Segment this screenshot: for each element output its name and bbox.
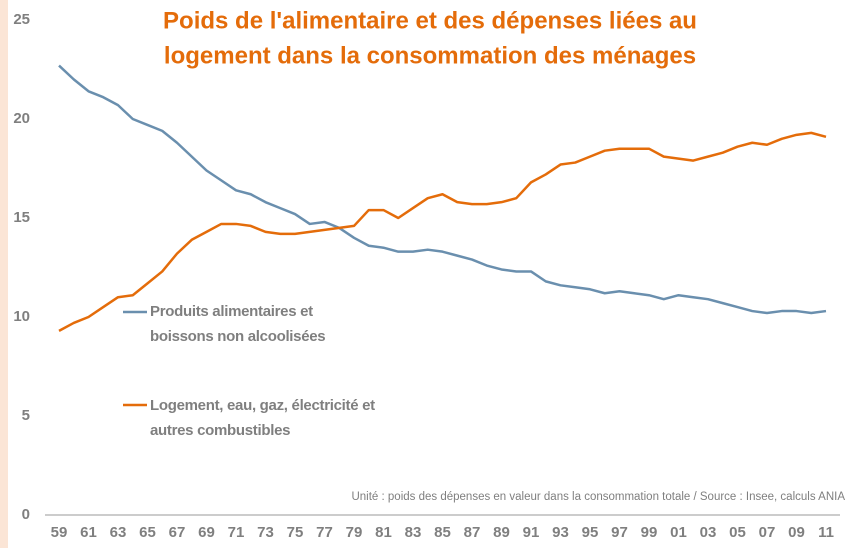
legend-label: Produits alimentaires et boissons non al… [150,303,326,345]
chart-title: logement dans la consommation des ménage… [164,42,696,69]
x-tick-label: 75 [287,524,304,541]
x-tick-label: 67 [169,524,186,541]
y-tick-label: 25 [13,11,30,28]
x-tick-label: 61 [80,524,97,541]
x-tick-label: 83 [405,524,422,541]
legend-label: Logement, eau, gaz, électricité et autre… [150,397,375,439]
x-tick-label: 79 [346,524,363,541]
y-tick-label: 15 [13,209,30,226]
y-tick-label: 0 [22,506,30,523]
x-tick-label: 91 [523,524,540,541]
x-tick-label: 81 [375,524,392,541]
x-tick-label: 01 [670,524,687,541]
x-tick-label: 11 [818,524,834,541]
source-note: Unité : poids des dépenses en valeur dan… [351,491,845,503]
x-tick-label: 63 [110,524,127,541]
x-tick-label: 59 [51,524,68,541]
x-tick-label: 05 [729,524,746,541]
x-tick-label: 85 [434,524,451,541]
x-tick-label: 03 [700,524,717,541]
series-line [58,64,827,315]
x-tick-label: 97 [611,524,628,541]
x-tick-label: 95 [582,524,599,541]
side-strip [0,0,8,548]
series-line [58,131,827,332]
x-tick-label: 99 [641,524,658,541]
x-tick-label: 87 [464,524,481,541]
x-tick-label: 89 [493,524,510,541]
y-tick-label: 20 [13,110,30,127]
x-tick-label: 73 [257,524,274,541]
y-tick-label: 5 [22,407,30,424]
x-tick-label: 07 [759,524,776,541]
y-tick-label: 10 [13,308,30,325]
x-tick-label: 09 [788,524,805,541]
x-tick-label: 65 [139,524,156,541]
x-tick-label: 93 [552,524,569,541]
chart-title: Poids de l'alimentaire et des dépenses l… [163,7,697,34]
x-tick-label: 77 [316,524,333,541]
x-tick-label: 69 [198,524,215,541]
x-tick-label: 71 [228,524,245,541]
